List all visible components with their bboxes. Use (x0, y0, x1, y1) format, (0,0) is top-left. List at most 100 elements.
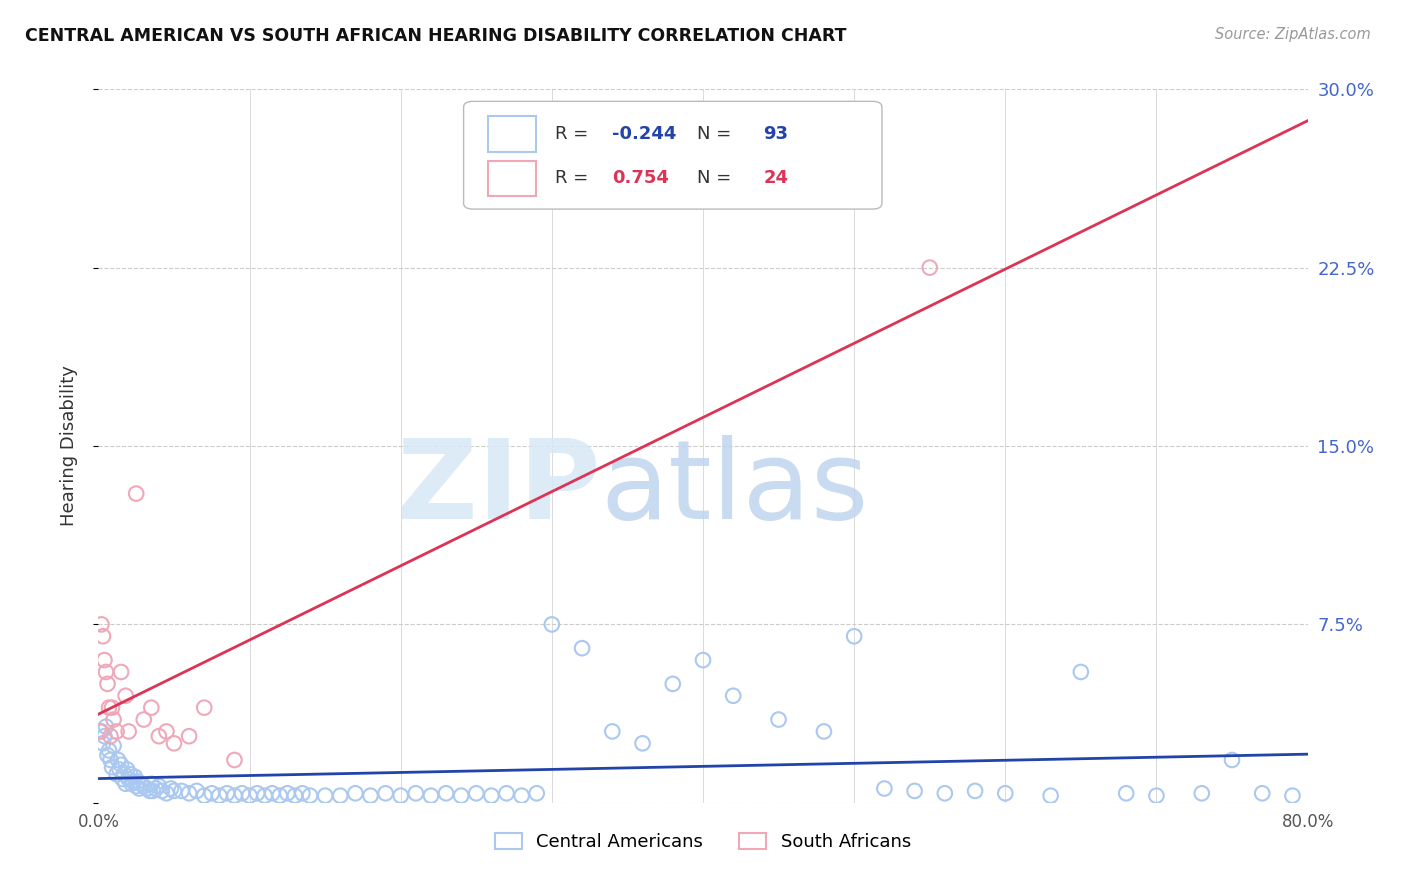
Point (495, 786, 517, 800)
Point (129, 777, 152, 791)
Point (768, 713, 790, 727)
Point (193, 700, 215, 714)
Point (389, 789, 412, 803)
Point (179, 786, 201, 800)
Point (201, 786, 224, 800)
Point (96, 748, 118, 763)
Point (844, 629, 866, 643)
Point (110, 665, 132, 679)
Point (465, 786, 488, 800)
Point (120, 767, 142, 781)
Point (571, 641, 593, 656)
Point (127, 774, 149, 789)
Point (132, 779, 155, 793)
Point (139, 784, 162, 798)
Point (420, 789, 443, 803)
Point (269, 789, 291, 803)
Point (122, 774, 145, 789)
Point (631, 736, 654, 750)
Point (103, 739, 125, 753)
Point (118, 772, 141, 786)
Text: R =: R = (555, 125, 595, 143)
Text: 0.754: 0.754 (613, 169, 669, 187)
Point (135, 781, 157, 796)
Point (208, 789, 231, 803)
Text: N =: N = (697, 125, 737, 143)
Point (186, 784, 208, 798)
Point (215, 786, 238, 800)
Point (112, 767, 135, 781)
Point (148, 729, 170, 743)
Point (142, 784, 165, 798)
Point (193, 789, 215, 803)
Legend: Central Americans, South Africans: Central Americans, South Africans (488, 825, 918, 858)
Point (692, 653, 714, 667)
Point (170, 784, 193, 798)
Point (299, 789, 322, 803)
Point (1039, 789, 1062, 803)
Point (105, 724, 128, 739)
Point (141, 777, 163, 791)
FancyBboxPatch shape (464, 102, 882, 209)
Point (329, 789, 352, 803)
Point (1144, 789, 1167, 803)
Text: R =: R = (555, 169, 600, 187)
Point (125, 779, 148, 793)
Point (115, 763, 138, 777)
Y-axis label: Hearing Disability: Hearing Disability (59, 366, 77, 526)
Point (103, 713, 125, 727)
Point (224, 789, 246, 803)
Point (114, 689, 136, 703)
Point (125, 486, 148, 500)
Point (239, 789, 262, 803)
Point (179, 729, 201, 743)
Point (145, 781, 167, 796)
Point (434, 786, 457, 800)
Point (661, 677, 683, 691)
Text: CENTRAL AMERICAN VS SOUTH AFRICAN HEARING DISABILITY CORRELATION CHART: CENTRAL AMERICAN VS SOUTH AFRICAN HEARIN… (25, 27, 846, 45)
Point (314, 789, 336, 803)
Text: 93: 93 (763, 125, 789, 143)
Point (540, 617, 562, 632)
Point (873, 781, 896, 796)
Point (118, 724, 141, 739)
Text: Source: ZipAtlas.com: Source: ZipAtlas.com (1215, 27, 1371, 42)
Point (224, 753, 246, 767)
Point (121, 777, 143, 791)
Point (510, 789, 533, 803)
Point (1281, 789, 1303, 803)
Point (262, 786, 284, 800)
Point (96, 677, 118, 691)
Text: atlas: atlas (600, 435, 869, 542)
Point (163, 784, 186, 798)
Point (94, 720, 117, 734)
Point (1191, 786, 1213, 800)
Point (101, 760, 124, 774)
Point (291, 786, 314, 800)
Point (89, 724, 111, 739)
Point (105, 767, 128, 781)
Point (132, 713, 155, 727)
Point (1251, 786, 1274, 800)
Point (160, 781, 183, 796)
Point (1115, 786, 1137, 800)
Point (934, 786, 956, 800)
Point (965, 784, 987, 798)
Point (918, 260, 941, 275)
Point (155, 724, 177, 739)
Point (374, 786, 396, 800)
Point (276, 786, 298, 800)
Point (526, 786, 548, 800)
Point (344, 786, 367, 800)
Point (155, 786, 177, 800)
Point (124, 770, 146, 784)
Point (91, 629, 114, 643)
Point (98, 743, 121, 757)
Point (284, 789, 307, 803)
Text: N =: N = (697, 169, 737, 187)
Point (94, 665, 117, 679)
Point (100, 729, 122, 743)
Point (110, 757, 132, 772)
Point (91, 736, 114, 750)
Point (98, 700, 121, 714)
